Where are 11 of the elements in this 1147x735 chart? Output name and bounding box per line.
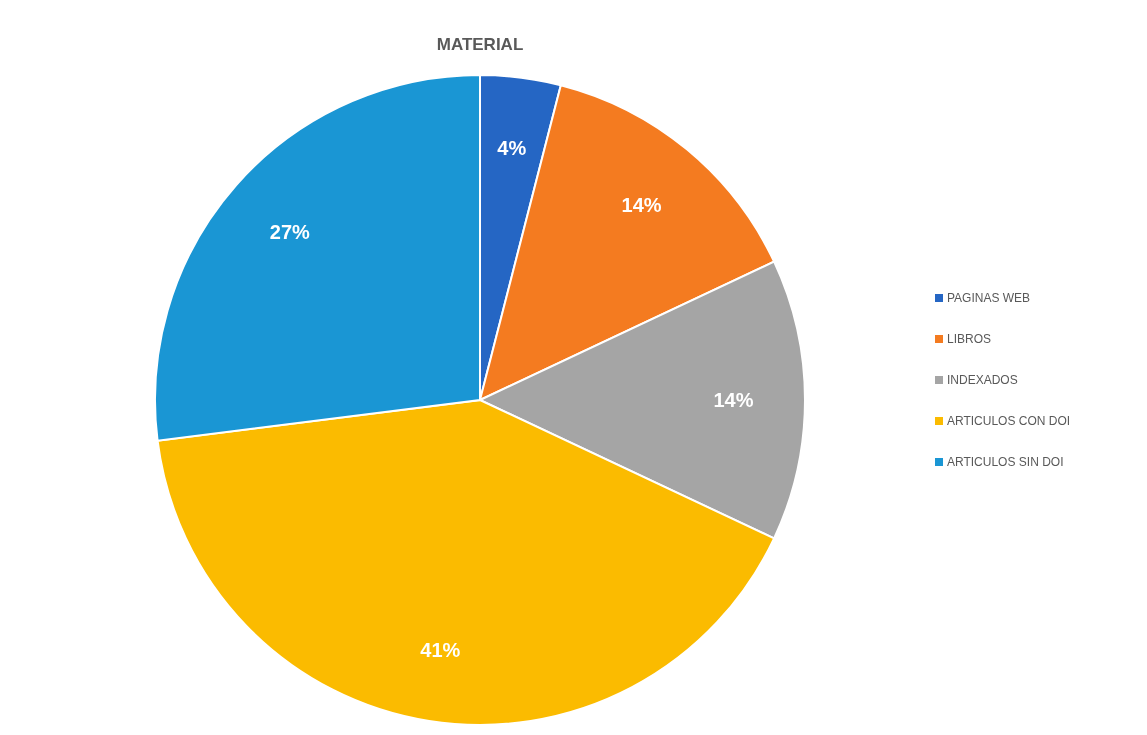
legend-label: INDEXADOS xyxy=(947,373,1018,387)
data-label: 14% xyxy=(713,389,754,411)
data-label: 14% xyxy=(621,193,662,216)
legend-label: PAGINAS WEB xyxy=(947,291,1031,305)
data-label: 41% xyxy=(420,639,461,662)
data-label: 27% xyxy=(269,221,311,244)
legend-label: LIBROS xyxy=(947,332,992,346)
legend-label: ARTICULOS SIN DOI xyxy=(947,455,1064,469)
data-label: 4% xyxy=(497,137,527,160)
chart-title: MATERIAL xyxy=(436,35,524,54)
legend-label: ARTICULOS CON DOI xyxy=(947,414,1071,428)
